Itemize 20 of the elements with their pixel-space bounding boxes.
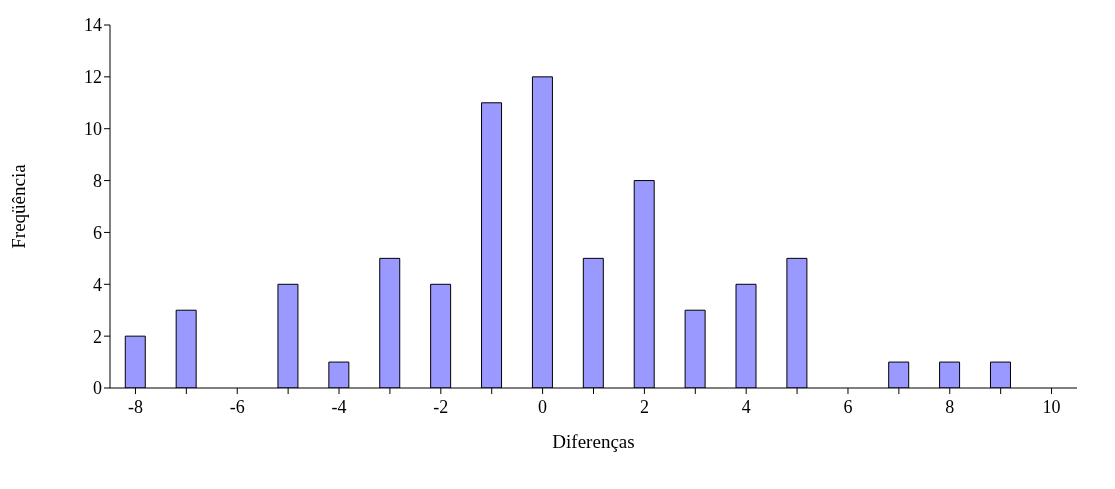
y-tick-label: 14 <box>84 15 102 36</box>
x-tick-label: -8 <box>127 396 143 417</box>
x-tick-label: 2 <box>639 396 649 417</box>
x-tick-label: 4 <box>741 396 751 417</box>
x-axis-title: Diferenças <box>552 431 635 452</box>
y-tick-label: 4 <box>93 274 102 295</box>
x-tick-label: 8 <box>945 396 955 417</box>
y-tick-label: 6 <box>93 222 102 243</box>
y-tick-label: 0 <box>93 378 102 399</box>
y-axis-title: Freqüência <box>7 163 29 249</box>
x-tick-label: -2 <box>433 396 449 417</box>
y-tick-label: 8 <box>93 170 102 191</box>
x-tick-label: -6 <box>229 396 245 417</box>
x-tick-label: 0 <box>538 396 548 417</box>
x-tick-label: 10 <box>1042 396 1061 417</box>
x-tick-label: -4 <box>331 396 347 417</box>
y-tick-label: 2 <box>93 326 102 347</box>
y-tick-label: 12 <box>84 67 102 88</box>
x-tick-label: 6 <box>843 396 853 417</box>
y-tick-label: 10 <box>84 119 102 140</box>
